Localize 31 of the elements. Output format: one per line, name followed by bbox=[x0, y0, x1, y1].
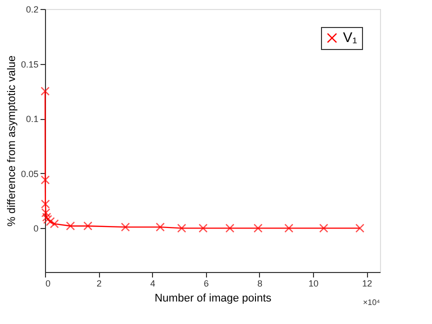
x-tick-label: 10 bbox=[308, 278, 319, 288]
x-tick-label: 2 bbox=[96, 278, 102, 288]
text: ×10⁴ bbox=[362, 298, 381, 307]
x-tick-label: 6 bbox=[204, 278, 209, 288]
point bbox=[225, 224, 234, 233]
x-tick-label: 4 bbox=[150, 278, 156, 288]
point bbox=[254, 224, 263, 233]
y-tick-label: 0.15 bbox=[20, 59, 38, 70]
y-tick-label: 0.05 bbox=[20, 168, 38, 179]
y-tick-label: 0 bbox=[33, 224, 38, 234]
point bbox=[40, 86, 50, 96]
point bbox=[40, 175, 50, 184]
y-axis-title: % difference from asymptotic value bbox=[6, 56, 18, 226]
point bbox=[66, 222, 75, 230]
point bbox=[198, 224, 208, 233]
point bbox=[156, 222, 165, 232]
legend-label: V₁ bbox=[343, 29, 358, 45]
point bbox=[177, 224, 186, 233]
point bbox=[50, 219, 59, 228]
y-tick-label: 0.2 bbox=[26, 4, 38, 14]
point bbox=[83, 222, 92, 230]
point bbox=[319, 224, 328, 233]
x-tick-label: 8 bbox=[257, 278, 262, 288]
point bbox=[120, 222, 130, 232]
point bbox=[284, 224, 294, 233]
x-tick-label: 12 bbox=[362, 278, 372, 288]
point bbox=[46, 217, 55, 226]
x-tick-label: 0 bbox=[46, 278, 51, 288]
y-tick-label: 0.1 bbox=[26, 114, 38, 124]
x-axis-title: Number of image points bbox=[154, 292, 272, 304]
point bbox=[355, 224, 364, 233]
